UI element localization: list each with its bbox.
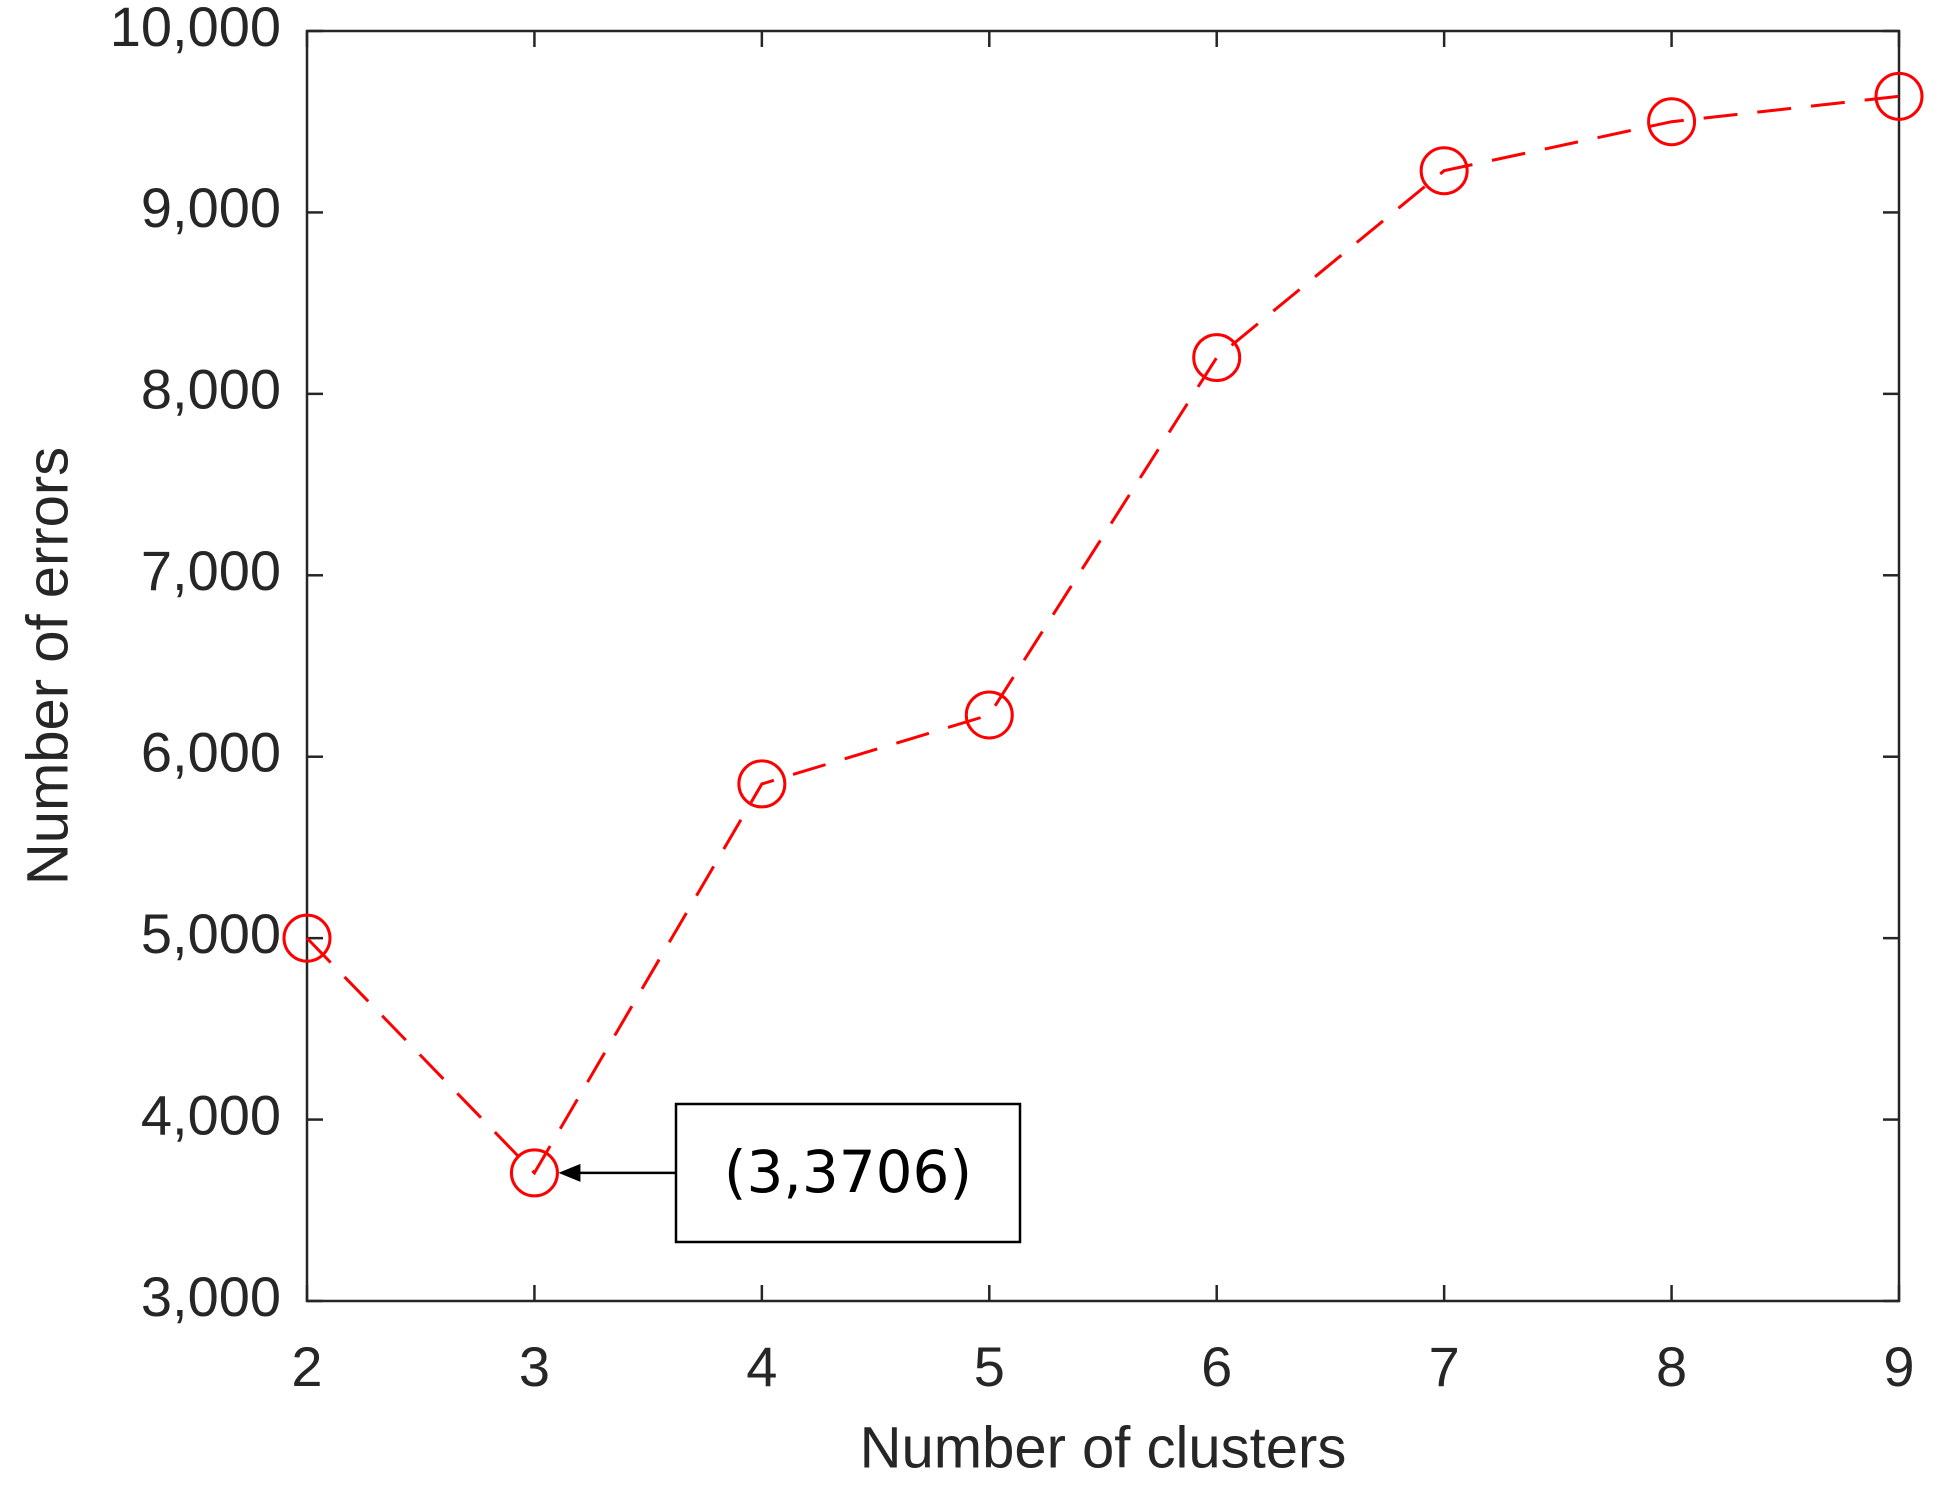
plot-frame [305, 29, 1901, 1303]
y-tick-label: 5,000 [141, 902, 281, 965]
series-line [305, 94, 1900, 1176]
y-tick-label: 3,000 [141, 1265, 281, 1328]
point-marker [509, 1148, 559, 1198]
x-tick-label: 6 [1201, 1335, 1232, 1398]
point-marker [964, 690, 1014, 740]
y-tick-label: 8,000 [141, 358, 281, 421]
point-marker [1874, 71, 1924, 121]
x-axis-label: Number of clusters [860, 1415, 1347, 1480]
x-tick-label: 4 [746, 1335, 777, 1398]
y-tick-label: 6,000 [141, 721, 281, 784]
annotation: (3,3706) [724, 1138, 972, 1206]
x-tick-label: 5 [974, 1335, 1005, 1398]
x-tick-label: 9 [1883, 1335, 1914, 1398]
annotation-arrowhead [558, 1163, 581, 1182]
point-marker [1419, 146, 1469, 196]
x-tick-label: 8 [1656, 1335, 1687, 1398]
x-tick-label: 2 [291, 1335, 322, 1398]
point-marker [737, 759, 787, 809]
point-marker [1192, 333, 1242, 383]
y-tick-label: 10,000 [110, 0, 281, 58]
point-marker [282, 913, 332, 963]
y-tick-label: 7,000 [141, 539, 281, 602]
x-tick-label: 7 [1429, 1335, 1460, 1398]
y-axis-label: Number of errors [15, 447, 80, 885]
y-tick-label: 4,000 [141, 1083, 281, 1146]
annotation-box [674, 1102, 1022, 1244]
y-tick-label: 9,000 [141, 176, 281, 239]
point-marker [1647, 97, 1697, 147]
x-tick-label: 3 [519, 1335, 550, 1398]
